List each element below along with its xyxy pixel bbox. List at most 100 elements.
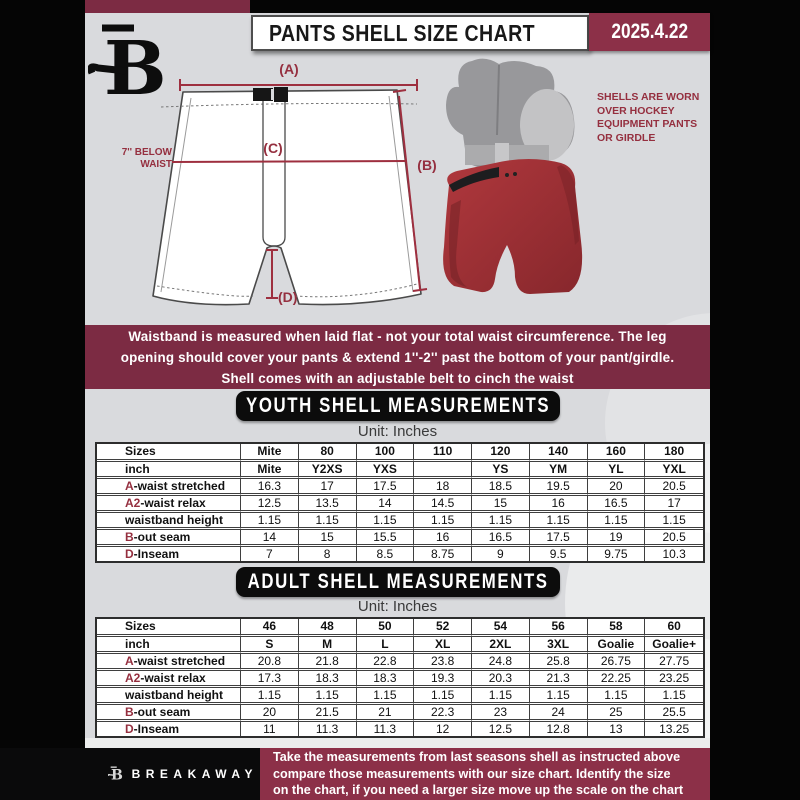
size-cell: Goalie+ — [645, 633, 703, 651]
size-cell: 20.3 — [472, 667, 530, 685]
row-label: A-waist stretched — [97, 650, 241, 668]
size-cell: 11.3 — [298, 718, 357, 736]
size-cell: 52 — [414, 619, 472, 634]
size-cell: 8.75 — [414, 543, 472, 561]
size-cell: 1.15 — [529, 684, 588, 702]
size-cell: 12.5 — [241, 492, 299, 510]
size-cell: YXS — [356, 458, 415, 476]
size-cell: 20 — [241, 701, 299, 719]
size-cell: 15 — [298, 526, 357, 544]
size-cell: 22.8 — [356, 650, 415, 668]
measure-line-c — [171, 160, 408, 163]
size-cell: 18.3 — [298, 667, 357, 685]
size-cell: YS — [472, 458, 530, 476]
size-cell: 15 — [472, 492, 530, 510]
size-cell: 1.15 — [356, 509, 415, 527]
top-maroon-strip — [85, 0, 250, 13]
size-cell: 180 — [664, 444, 685, 459]
size-cell: 50 — [357, 619, 415, 634]
size-cell: 20.8 — [241, 650, 299, 668]
size-cell: 23.8 — [414, 650, 472, 668]
size-cell: 17 — [298, 475, 357, 493]
size-cell: 1.15 — [241, 509, 299, 527]
size-cell: 18.5 — [472, 475, 530, 493]
size-cell: 12.5 — [472, 718, 530, 736]
size-cell: 26.75 — [587, 650, 646, 668]
footer-brand: B BREAKAWAY — [108, 748, 258, 800]
table-row: waistband height 1.15 1.15 1.15 1.15 1.15 1.15… — [97, 509, 703, 527]
size-cell: 15.5 — [356, 526, 415, 544]
adult-unit-label: Unit: Inches — [357, 598, 438, 615]
size-cell: 19.5 — [529, 475, 588, 493]
brand-name: BREAKAWAY — [131, 767, 258, 781]
diagram-label-a: (A) — [279, 61, 298, 77]
size-cell: 54 — [472, 619, 530, 634]
page-title: PANTS SHELL SIZE CHART — [269, 19, 536, 46]
adult-size-table: Sizes 46 48 50 52 54 56 58 60 inch S M L XL 2XL 3XL Goal… — [95, 617, 705, 738]
measurement-instructions-banner: Waistband is measured when laid flat - n… — [85, 325, 710, 389]
diagram-label-b: (B) — [417, 157, 436, 173]
measure-line-d — [266, 249, 278, 299]
below-waist-note: 7'' BELOW WAIST — [121, 147, 172, 170]
size-cell: 80 — [299, 444, 357, 459]
row-label: inch — [97, 633, 241, 651]
size-cell: 1.15 — [414, 509, 472, 527]
size-cell: 1.15 — [529, 509, 588, 527]
size-cell: L — [356, 633, 415, 651]
row-label: waistband height — [97, 684, 241, 702]
size-cell: 21.8 — [298, 650, 357, 668]
size-cell: 14 — [356, 492, 415, 510]
row-label: waistband height — [97, 509, 241, 527]
size-cell: 21.5 — [298, 701, 357, 719]
size-cell: 25 — [587, 701, 646, 719]
diagram-label-d: (D) — [278, 289, 297, 305]
size-cell: 1.15 — [645, 509, 703, 527]
size-cell: 46 — [241, 619, 299, 634]
table-row: inch Mite Y2XS YXS YS YM YL YXL — [97, 458, 703, 476]
table-row: D-Inseam 11 11.3 11.3 12 12.5 12.8 13 13.25 — [97, 718, 703, 736]
size-cell: 8.5 — [356, 543, 415, 561]
table-row: A-waist stretched 20.8 21.8 22.8 23.8 24.8 25.… — [97, 650, 703, 668]
size-cell: YXL — [645, 458, 703, 476]
size-cell: 12 — [414, 718, 472, 736]
size-cell: 110 — [414, 444, 472, 459]
title-bar: PANTS SHELL SIZE CHART — [251, 15, 589, 51]
size-cell: 1.15 — [298, 684, 357, 702]
size-cell: 9.75 — [587, 543, 646, 561]
shell-measurement-diagram: (A) (C) (B) (D) — [152, 61, 437, 306]
size-cell: 21.3 — [529, 667, 588, 685]
row-label: Sizes — [97, 619, 241, 634]
size-cell: 20 — [587, 475, 646, 493]
size-cell: 100 — [357, 444, 415, 459]
size-cell: 160 — [588, 444, 646, 459]
size-cell: YM — [529, 458, 588, 476]
size-cell: Mite — [241, 458, 299, 476]
footer: B BREAKAWAY Take the measurements from l… — [0, 748, 710, 800]
size-cell: 16.5 — [472, 526, 530, 544]
size-cell: 19.3 — [414, 667, 472, 685]
size-cell: 11 — [241, 718, 299, 736]
size-cell: 16 — [414, 526, 472, 544]
size-cell: M — [298, 633, 357, 651]
shell-photo — [443, 58, 583, 294]
size-cell: 13.25 — [645, 718, 703, 736]
size-cell: Y2XS — [298, 458, 357, 476]
table-row: waistband height 1.15 1.15 1.15 1.15 1.15 1.15… — [97, 684, 703, 702]
table-row: B-out seam 14 15 15.5 16 16.5 17.5 19 20.5 — [97, 526, 703, 544]
size-cell: 60 — [667, 619, 681, 634]
size-cell: 1.15 — [414, 684, 472, 702]
size-cell: 1.15 — [356, 684, 415, 702]
table-row: A-waist stretched 16.3 17 17.5 18 18.5 19.5 20 2… — [97, 475, 703, 493]
date-badge: 2025.4.22 — [589, 13, 710, 51]
size-cell: 9 — [472, 543, 530, 561]
adult-section-heading: ADULT SHELL MEASUREMENTS — [236, 567, 560, 597]
photo-note: SHELLS ARE WORN OVER HOCKEY EQUIPMENT PA… — [597, 91, 700, 144]
table-row: inch S M L XL 2XL 3XL Goalie Goalie+ — [97, 633, 703, 651]
size-cell: 23.25 — [645, 667, 703, 685]
row-label: A2-waist relax — [97, 667, 241, 685]
date-text: 2025.4.22 — [611, 20, 688, 43]
size-cell: 48 — [299, 619, 357, 634]
footer-instructions: Take the measurements from last seasons … — [260, 748, 710, 800]
size-cell: YL — [587, 458, 646, 476]
size-cell: 16.3 — [241, 475, 299, 493]
